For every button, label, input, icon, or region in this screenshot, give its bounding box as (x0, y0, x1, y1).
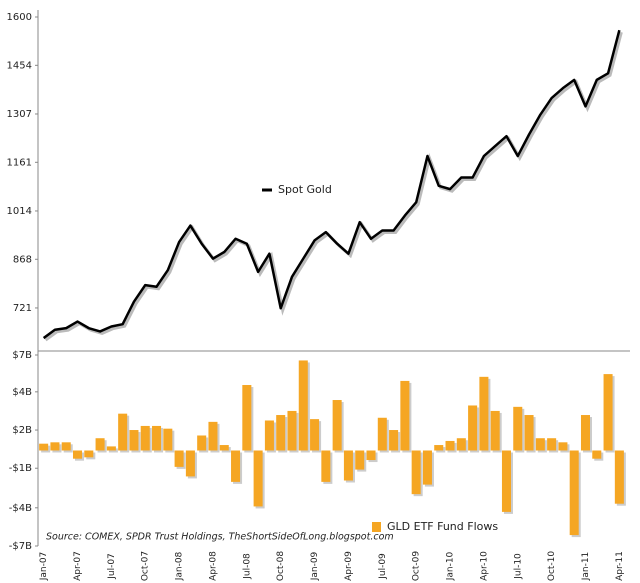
x-tick-label: Oct-07 (141, 551, 151, 581)
bar (411, 450, 421, 495)
bar (501, 450, 511, 512)
x-tick-label: Jan-09 (310, 551, 320, 581)
y-tick-label: -$7B (9, 541, 32, 552)
bar (355, 450, 365, 470)
bar (524, 415, 534, 451)
x-tick-label: Apr-09 (344, 551, 354, 581)
y-tick-label: -$4B (9, 503, 32, 514)
bar (389, 430, 399, 451)
bar (298, 360, 308, 451)
y-tick-label: 1307 (7, 109, 32, 120)
legend-swatch (372, 522, 381, 532)
bar (106, 446, 116, 451)
x-tick-label: Jul-09 (378, 553, 388, 580)
bar (535, 438, 545, 451)
y-tick-label: 1161 (7, 157, 32, 168)
bar (231, 450, 241, 482)
bar (490, 410, 500, 451)
bar (592, 450, 602, 459)
bar (468, 405, 478, 451)
x-tick-label: Jul-10 (513, 553, 523, 580)
x-tick-label: Oct-10 (547, 551, 557, 582)
x-tick-label: Jan-11 (581, 552, 591, 582)
bar (287, 410, 297, 451)
x-tick-label: Apr-11 (615, 551, 625, 581)
legend-label: GLD ETF Fund Flows (387, 520, 498, 533)
bar (614, 450, 624, 504)
bar (547, 438, 557, 451)
bar (343, 450, 353, 481)
bar (118, 413, 128, 451)
y-tick-label: 721 (13, 303, 32, 314)
x-tick-label: Jul-08 (242, 553, 252, 580)
x-tick-label: Jan-10 (446, 551, 456, 581)
bar (163, 428, 173, 451)
bar (140, 425, 150, 451)
bar (264, 420, 274, 451)
bar (422, 450, 432, 485)
bar (558, 442, 568, 451)
legend-label: Spot Gold (278, 183, 332, 196)
x-tick-label: Oct-08 (276, 551, 286, 582)
bar (513, 406, 523, 451)
bar (276, 415, 286, 451)
bar (197, 435, 207, 451)
x-tick-label: Apr-08 (208, 551, 218, 581)
bar (219, 445, 229, 451)
bar (185, 450, 195, 477)
bar (129, 430, 139, 451)
bar (208, 421, 218, 451)
bar (321, 450, 331, 482)
bar (400, 380, 410, 451)
y-tick-label: 868 (13, 254, 32, 265)
bar (479, 376, 489, 451)
bar (332, 400, 342, 451)
x-tick-label: Jul-07 (107, 553, 117, 580)
line (42, 29, 621, 340)
bar (434, 445, 444, 451)
x-tick-label: Apr-07 (73, 551, 83, 581)
y-tick-label: $7B (12, 350, 32, 361)
bar (95, 438, 105, 451)
bar (50, 442, 60, 451)
bar (377, 417, 387, 451)
bar (39, 443, 49, 451)
bar (603, 374, 613, 451)
bar (445, 440, 455, 451)
bar (174, 450, 184, 467)
bar (152, 425, 162, 451)
bar (456, 438, 466, 451)
x-tick-label: Jan-08 (175, 551, 185, 581)
x-tick-label: Oct-09 (412, 551, 422, 582)
line-shadow (44, 31, 623, 342)
bar (580, 415, 591, 451)
y-tick-label: 1014 (7, 206, 32, 217)
x-tick-label: Apr-10 (479, 551, 489, 581)
bar (72, 450, 83, 459)
bar (84, 450, 94, 458)
source-note: Source: COMEX, SPDR Trust Holdings, TheS… (46, 532, 394, 543)
y-tick-label: $2B (12, 425, 32, 436)
bar (253, 450, 263, 507)
bar (61, 442, 71, 451)
y-tick-label: -$1B (9, 463, 32, 474)
y-tick-label: 1600 (7, 12, 32, 23)
y-tick-label: $4B (12, 387, 32, 398)
bar (310, 419, 320, 451)
bar (366, 450, 376, 461)
bar (569, 450, 579, 536)
y-tick-label: 1454 (7, 60, 32, 71)
x-tick-label: Jan-07 (39, 552, 49, 582)
bar (242, 385, 252, 451)
